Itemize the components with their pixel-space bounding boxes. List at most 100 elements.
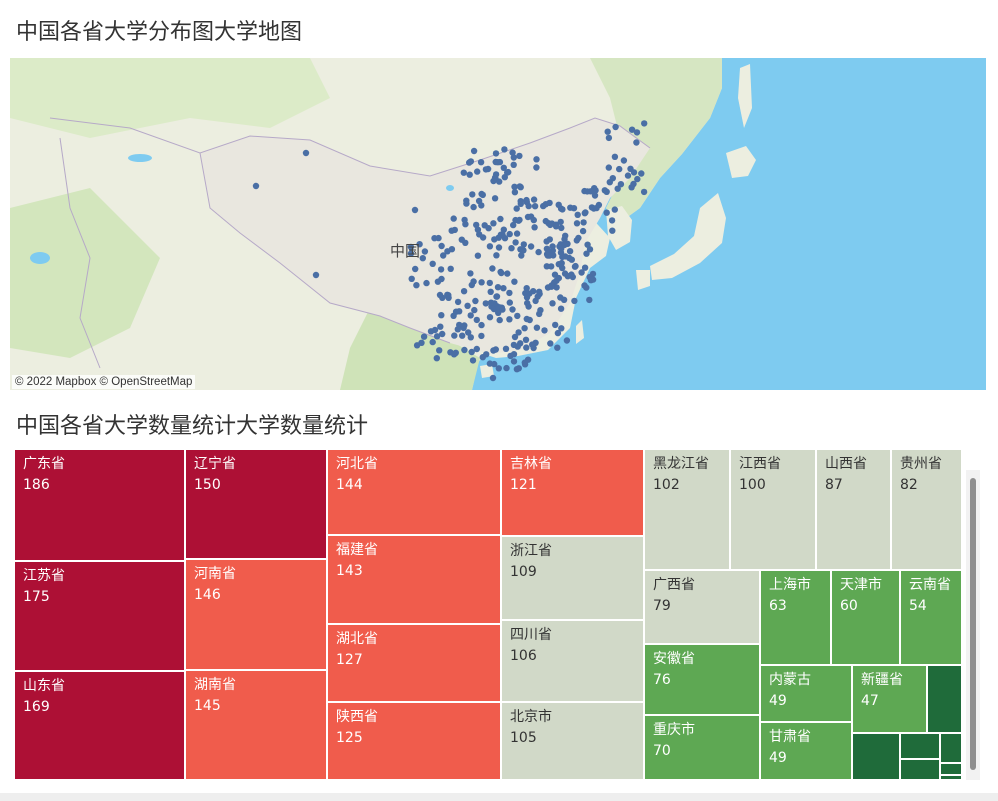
university-marker[interactable] — [433, 355, 440, 362]
university-marker[interactable] — [482, 300, 489, 307]
university-marker[interactable] — [436, 347, 443, 354]
university-marker[interactable] — [431, 235, 438, 242]
university-marker[interactable] — [546, 252, 553, 259]
university-marker[interactable] — [420, 333, 428, 340]
university-marker[interactable] — [490, 220, 497, 227]
university-marker[interactable] — [444, 248, 451, 255]
university-marker[interactable] — [495, 244, 503, 251]
tile-jiangsu[interactable]: 江苏省 175 — [14, 561, 185, 671]
university-marker[interactable] — [603, 209, 610, 216]
university-marker[interactable] — [524, 213, 532, 221]
university-marker[interactable] — [510, 358, 518, 365]
university-marker[interactable] — [500, 226, 507, 233]
university-marker[interactable] — [555, 274, 562, 282]
university-marker[interactable] — [536, 288, 543, 295]
university-marker[interactable] — [467, 334, 474, 341]
university-marker[interactable] — [470, 203, 477, 211]
university-marker[interactable] — [524, 299, 531, 307]
university-marker[interactable] — [478, 332, 485, 340]
university-marker[interactable] — [579, 227, 587, 235]
university-marker[interactable] — [557, 218, 564, 226]
university-marker[interactable] — [485, 225, 492, 232]
university-marker[interactable] — [563, 337, 571, 344]
university-marker[interactable] — [533, 156, 540, 163]
university-marker[interactable] — [523, 285, 530, 292]
university-marker[interactable] — [433, 333, 441, 340]
university-marker[interactable] — [411, 206, 419, 214]
university-map[interactable]: 中国 © 2022 Mapbox © OpenStreetMap — [10, 58, 986, 390]
university-marker[interactable] — [536, 310, 543, 318]
university-marker[interactable] — [509, 149, 516, 156]
university-marker[interactable] — [561, 241, 568, 249]
university-marker[interactable] — [450, 351, 458, 358]
university-marker[interactable] — [515, 365, 522, 372]
university-marker[interactable] — [583, 250, 590, 257]
treemap-scrollbar[interactable] — [966, 470, 980, 780]
province-treemap[interactable]: 广东省 186 江苏省 175 山东省 169 辽宁省 150 河南省 146 湖南省 14… — [14, 449, 962, 780]
university-marker[interactable] — [478, 202, 485, 209]
university-marker[interactable] — [513, 230, 521, 237]
university-marker[interactable] — [467, 158, 475, 165]
university-marker[interactable] — [467, 312, 474, 319]
university-marker[interactable] — [560, 296, 568, 303]
university-marker[interactable] — [493, 293, 500, 300]
university-marker[interactable] — [505, 168, 512, 176]
tile-hebei[interactable]: 河北省 144 — [327, 449, 501, 535]
university-marker[interactable] — [641, 120, 648, 127]
university-marker[interactable] — [562, 232, 569, 239]
university-marker[interactable] — [416, 241, 423, 248]
university-marker[interactable] — [460, 169, 467, 176]
university-marker[interactable] — [605, 164, 612, 171]
university-marker[interactable] — [523, 344, 530, 351]
university-marker[interactable] — [612, 123, 619, 131]
university-marker[interactable] — [503, 364, 510, 372]
university-marker[interactable] — [472, 297, 479, 305]
university-marker[interactable] — [638, 170, 645, 177]
university-marker[interactable] — [413, 342, 421, 349]
university-marker[interactable] — [578, 269, 585, 276]
university-marker[interactable] — [252, 182, 260, 190]
university-marker[interactable] — [520, 241, 527, 248]
tile-shanghai[interactable]: 上海市 63 — [760, 570, 831, 665]
university-marker[interactable] — [474, 226, 482, 233]
university-marker[interactable] — [451, 332, 458, 339]
university-marker[interactable] — [510, 221, 517, 229]
university-marker[interactable] — [429, 260, 436, 267]
university-marker[interactable] — [609, 227, 616, 234]
tile-sichuan[interactable]: 四川省 106 — [501, 620, 644, 702]
tile-shanxi[interactable]: 山西省 87 — [816, 449, 891, 570]
university-marker[interactable] — [464, 302, 471, 309]
university-marker[interactable] — [471, 306, 478, 314]
university-marker[interactable] — [616, 165, 623, 173]
university-marker[interactable] — [591, 185, 598, 192]
university-marker[interactable] — [492, 150, 500, 157]
university-marker[interactable] — [549, 300, 556, 307]
university-marker[interactable] — [501, 174, 508, 181]
university-marker[interactable] — [473, 345, 480, 353]
university-marker[interactable] — [572, 262, 579, 270]
university-marker[interactable] — [413, 282, 420, 289]
university-marker[interactable] — [450, 215, 457, 222]
tile-small[interactable] — [927, 665, 962, 733]
university-marker[interactable] — [552, 321, 559, 329]
university-marker[interactable] — [491, 300, 498, 307]
university-marker[interactable] — [482, 166, 490, 173]
university-marker[interactable] — [486, 279, 493, 287]
tile-guangxi[interactable]: 广西省 79 — [644, 570, 760, 644]
scrollbar-thumb[interactable] — [970, 478, 976, 770]
tile-xinjiang[interactable]: 新疆省 47 — [852, 665, 927, 733]
university-marker[interactable] — [510, 161, 517, 168]
university-marker[interactable] — [419, 255, 426, 262]
university-marker[interactable] — [628, 126, 636, 133]
tile-liaoning[interactable]: 辽宁省 150 — [185, 449, 327, 559]
university-marker[interactable] — [517, 200, 524, 207]
university-marker[interactable] — [469, 357, 477, 364]
university-marker[interactable] — [467, 270, 474, 277]
tile-guizhou[interactable]: 贵州省 82 — [891, 449, 962, 570]
university-marker[interactable] — [492, 171, 500, 178]
university-marker[interactable] — [494, 159, 501, 166]
university-marker[interactable] — [533, 164, 540, 171]
university-marker[interactable] — [510, 154, 517, 161]
university-marker[interactable] — [581, 187, 588, 195]
university-marker[interactable] — [548, 263, 555, 270]
